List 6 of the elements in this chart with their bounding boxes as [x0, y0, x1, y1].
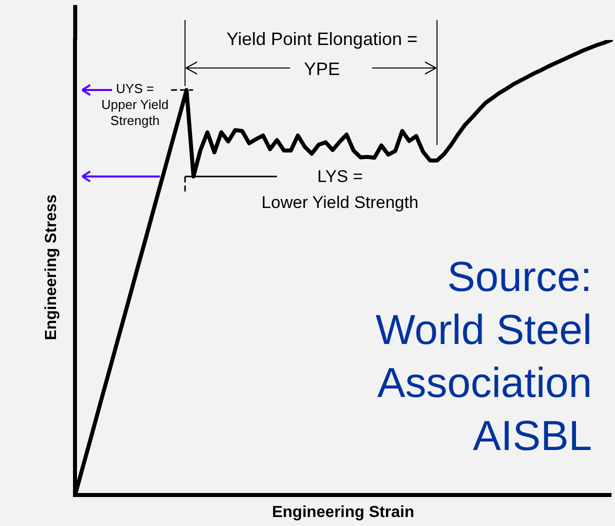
- annotation: UYS = Upper Yield Strength: [100, 81, 170, 130]
- annotation: LYS = Lower Yield Strength: [260, 166, 420, 214]
- annotation: Yield Point Elongation = YPE: [226, 28, 418, 81]
- x-axis-title: Engineering Strain: [272, 504, 414, 521]
- y-axis-title: Engineering Stress: [43, 194, 60, 340]
- annotation: Source: World Steel Association AISBL: [374, 252, 592, 461]
